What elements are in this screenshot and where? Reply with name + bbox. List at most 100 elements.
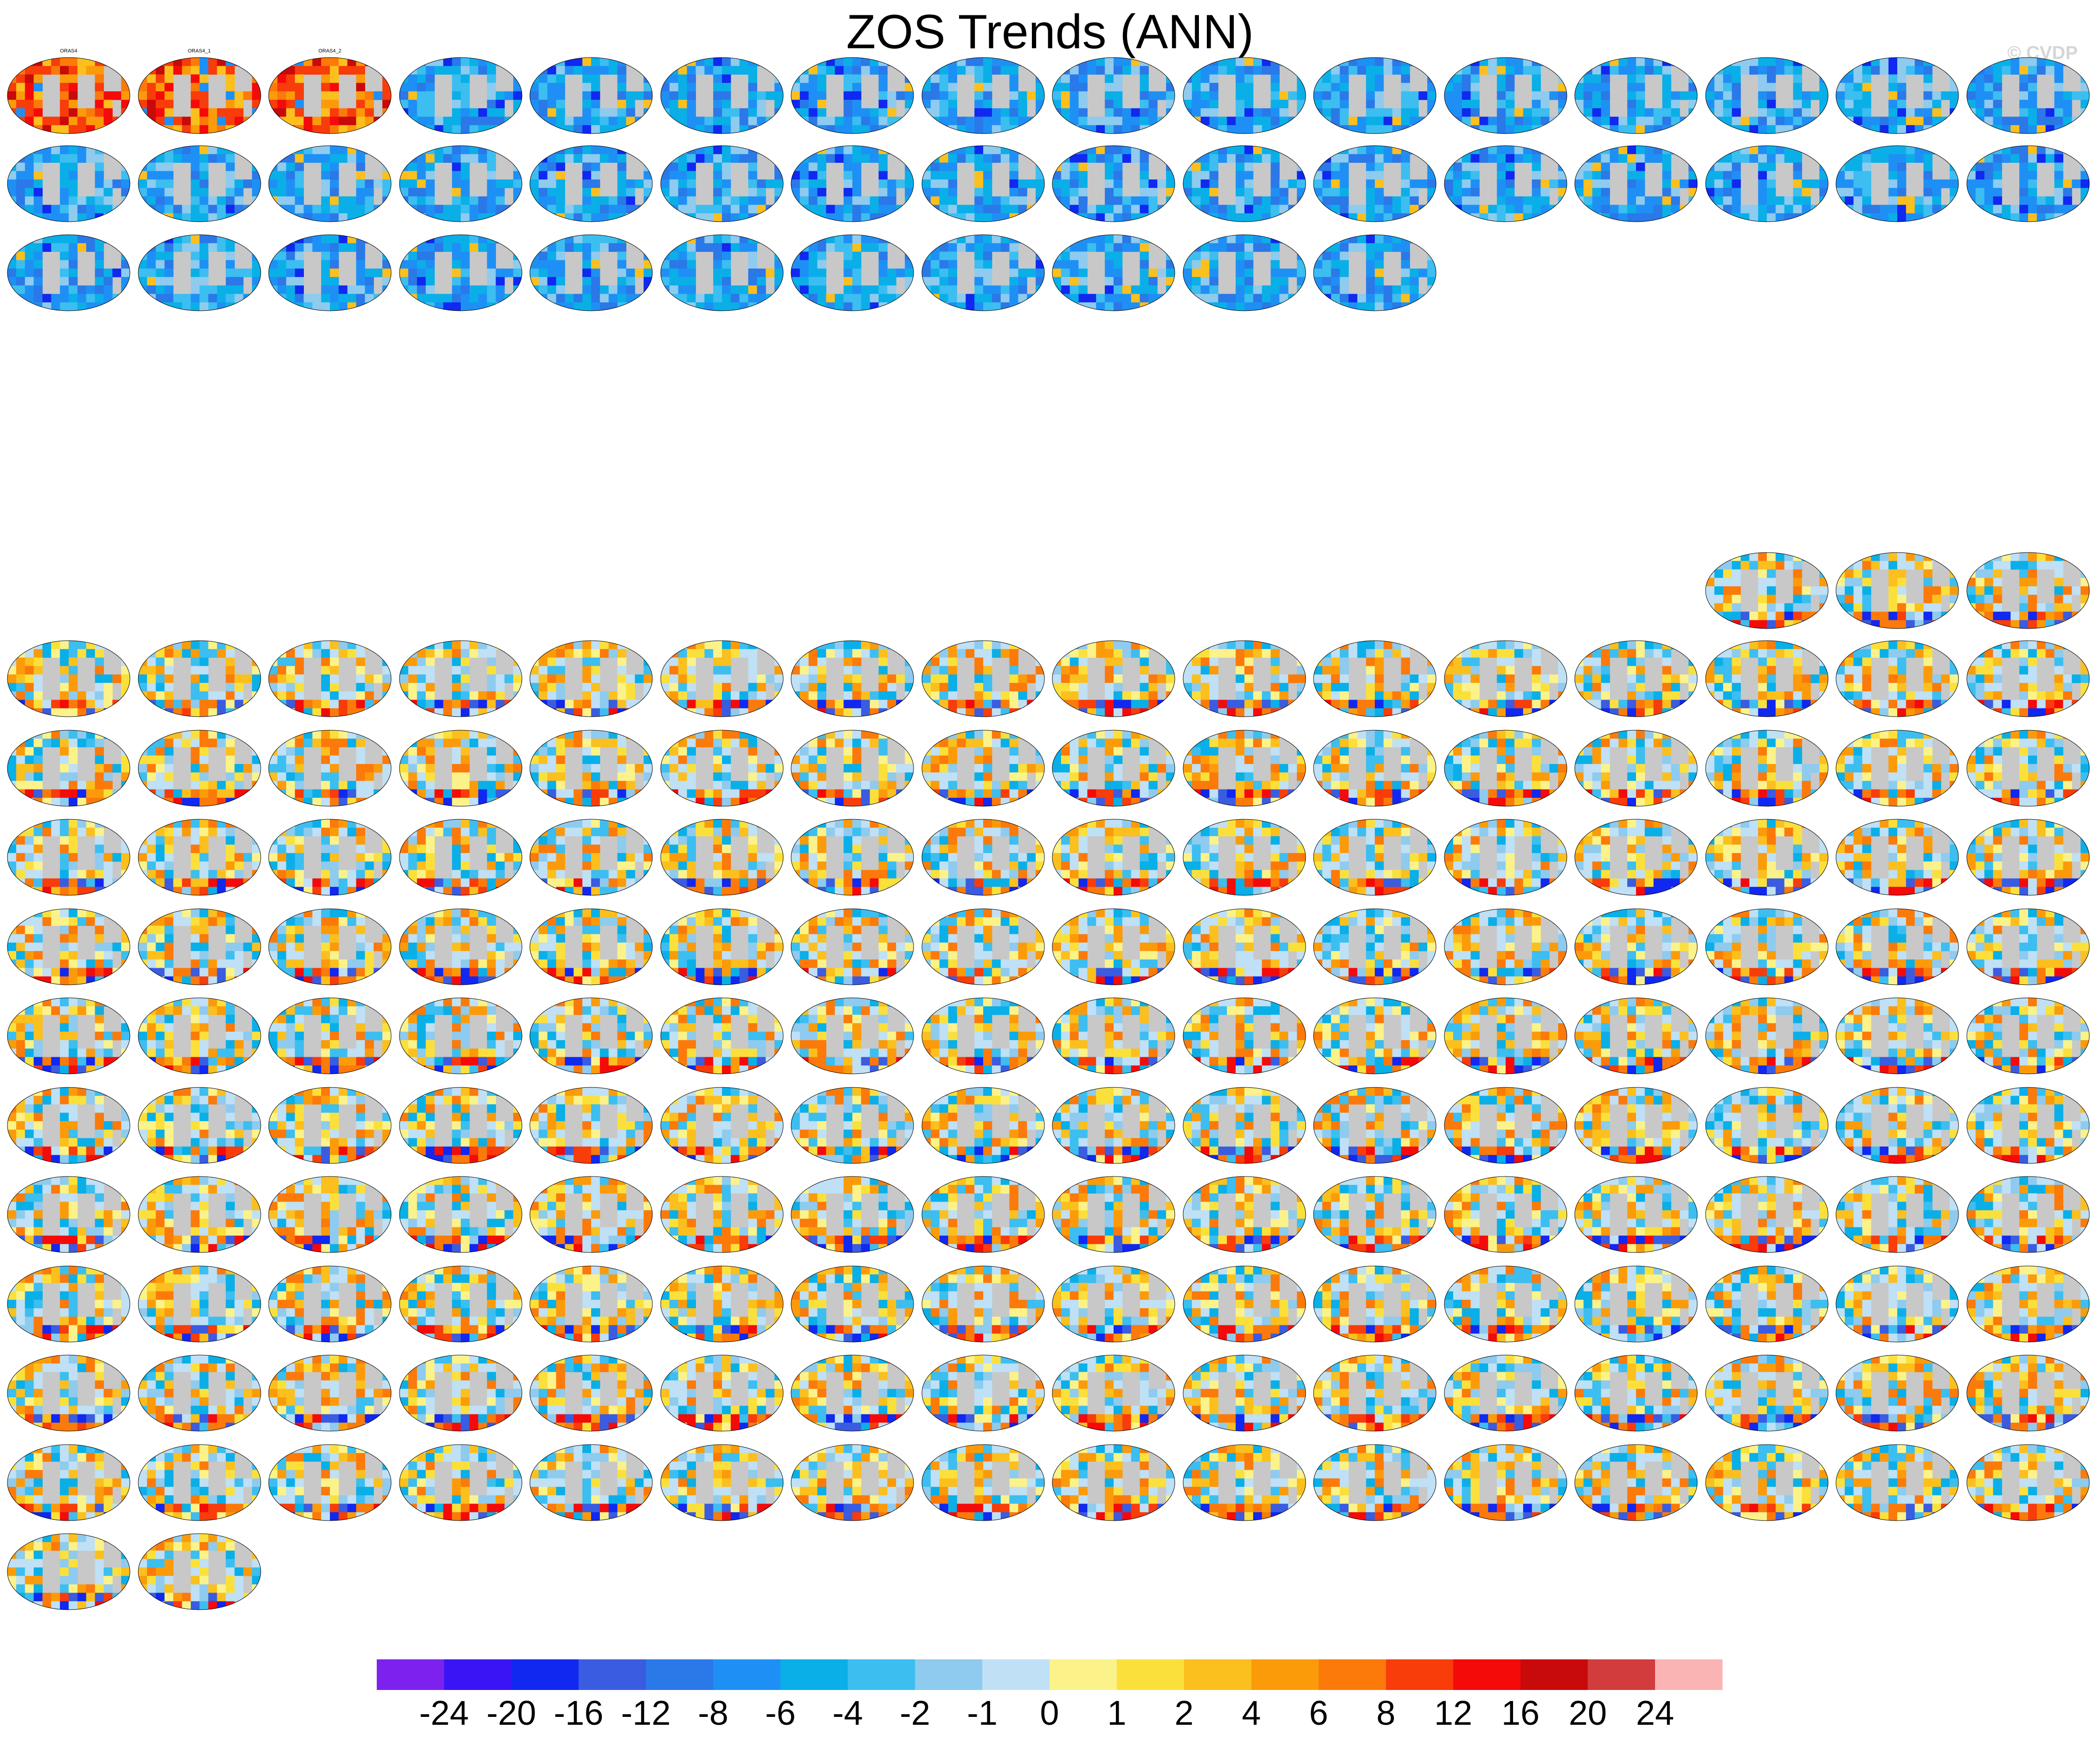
map-panel — [1180, 46, 1308, 135]
map-panel — [1572, 1076, 1700, 1164]
map-panel — [5, 1523, 133, 1611]
map-panel — [919, 224, 1047, 312]
map-panel — [135, 1433, 264, 1522]
map-panel — [1964, 630, 2092, 718]
map-panel — [1703, 541, 1831, 630]
colorbar-tick-label: -1 — [967, 1693, 998, 1733]
colorbar-tick-label: 4 — [1242, 1693, 1261, 1733]
map-panel — [1703, 898, 1831, 986]
map-panel — [397, 1255, 525, 1343]
map-panel — [266, 1255, 394, 1343]
map-panel — [5, 135, 133, 223]
colorbar-tick-label: -20 — [487, 1693, 536, 1733]
map-panel — [266, 719, 394, 807]
map-panel — [1311, 1255, 1439, 1343]
colorbar-tick-label: 6 — [1309, 1693, 1328, 1733]
map-panel — [1833, 808, 1961, 896]
map-panel — [788, 1076, 916, 1164]
map-panel — [1572, 719, 1700, 807]
map-panel — [658, 719, 786, 807]
map-panel — [1180, 135, 1308, 223]
colorbar-tick-label: 0 — [1040, 1693, 1059, 1733]
map-panel — [1311, 630, 1439, 718]
map-panel — [1442, 987, 1570, 1075]
colorbar-tick-label: -4 — [832, 1693, 863, 1733]
map-panel — [1833, 135, 1961, 223]
map-panel — [1442, 630, 1570, 718]
map-panel — [1703, 46, 1831, 135]
map-panel — [266, 135, 394, 223]
map-panel — [527, 630, 655, 718]
map-panel — [1833, 1433, 1961, 1522]
map-panel — [919, 898, 1047, 986]
map-panel — [1572, 46, 1700, 135]
map-panel — [135, 1523, 264, 1611]
map-panel — [527, 808, 655, 896]
map-panel — [1180, 1255, 1308, 1343]
map-panel — [135, 898, 264, 986]
map-panel — [1572, 630, 1700, 718]
map-panel — [1442, 1076, 1570, 1164]
map-panel — [1050, 719, 1178, 807]
map-panel — [5, 808, 133, 896]
map-panel — [1964, 1255, 2092, 1343]
map-panel — [397, 1433, 525, 1522]
map-panel — [5, 1344, 133, 1432]
map-panel — [1050, 808, 1178, 896]
map-panel — [397, 719, 525, 807]
map-panel — [1964, 898, 2092, 986]
map-panel — [1311, 987, 1439, 1075]
map-panel — [1572, 987, 1700, 1075]
map-panel — [1964, 987, 2092, 1075]
map-panel — [1442, 808, 1570, 896]
map-panel — [1180, 630, 1308, 718]
map-panel — [1311, 1344, 1439, 1432]
map-panel — [1572, 135, 1700, 223]
map-panel — [788, 898, 916, 986]
map-panel — [5, 1076, 133, 1164]
map-panel — [5, 1255, 133, 1343]
map-panel — [1442, 719, 1570, 807]
map-panel — [1572, 808, 1700, 896]
map-panel — [397, 224, 525, 312]
map-panel — [658, 1076, 786, 1164]
map-panel — [1311, 1165, 1439, 1253]
map-panel — [1833, 630, 1961, 718]
map-panel — [397, 987, 525, 1075]
map-panel — [397, 898, 525, 986]
map-panel — [135, 135, 264, 223]
map-panel — [1964, 541, 2092, 630]
map-panel — [658, 46, 786, 135]
colorbar-tick-label: 1 — [1107, 1693, 1126, 1733]
map-panel — [1311, 719, 1439, 807]
map-panel — [1311, 1433, 1439, 1522]
colorbar-tick-label: 16 — [1501, 1693, 1540, 1733]
panel-title: ORAS4_2 — [266, 48, 394, 54]
map-panel — [1180, 1344, 1308, 1432]
colorbar-tick-label: 24 — [1636, 1693, 1674, 1733]
map-panel — [919, 1344, 1047, 1432]
map-panel — [1050, 1433, 1178, 1522]
map-panel — [135, 630, 264, 718]
map-panel-grid: ORAS4 ORAS4_1 ORAS4_2 — [5, 46, 2092, 1611]
map-panel — [919, 1165, 1047, 1253]
map-panel — [658, 630, 786, 718]
map-panel — [1703, 987, 1831, 1075]
map-panel — [397, 808, 525, 896]
map-panel — [527, 224, 655, 312]
map-panel — [135, 224, 264, 312]
map-panel — [658, 224, 786, 312]
map-panel — [1703, 1344, 1831, 1432]
map-panel — [1964, 135, 2092, 223]
map-panel — [1050, 1165, 1178, 1253]
map-panel — [658, 1255, 786, 1343]
map-panel — [1311, 898, 1439, 986]
map-panel — [1703, 808, 1831, 896]
map-panel — [1703, 135, 1831, 223]
map-panel — [1180, 1165, 1308, 1253]
map-panel — [1311, 135, 1439, 223]
map-panel — [266, 1344, 394, 1432]
map-panel — [135, 1076, 264, 1164]
map-panel — [788, 1433, 916, 1522]
map-panel — [788, 135, 916, 223]
